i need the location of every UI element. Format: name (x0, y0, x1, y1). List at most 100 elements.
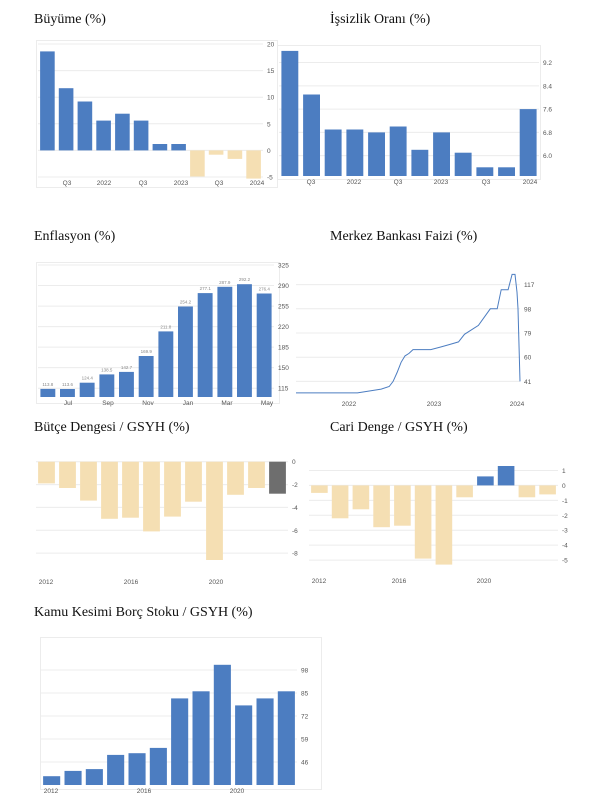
bar-data-label: 113.8 (42, 382, 53, 387)
bar-data-label: 142.7 (121, 365, 133, 370)
bar (248, 461, 265, 488)
y-tick-label: 60 (524, 355, 532, 362)
bar (60, 389, 75, 397)
bar (303, 94, 320, 176)
y-tick-label: 72 (301, 714, 309, 721)
y-tick-label: 150 (278, 365, 289, 372)
x-tick-label: 2016 (392, 578, 407, 585)
bar (192, 691, 210, 785)
x-tick-label: 2022 (342, 401, 357, 408)
bar (269, 461, 286, 494)
y-tick-label: 85 (301, 691, 309, 698)
x-tick-label: 2012 (39, 579, 54, 586)
bar (197, 293, 213, 397)
x-tick-label: 2023 (174, 180, 189, 187)
y-tick-label: -8 (292, 551, 298, 558)
bar (373, 485, 390, 528)
bar-data-label: 169.9 (141, 349, 153, 354)
bar (435, 485, 453, 565)
y-tick-label: -4 (562, 543, 568, 550)
bar (143, 461, 160, 532)
x-tick-label: May (261, 400, 274, 407)
bar (59, 461, 76, 488)
y-tick-label: -4 (292, 505, 298, 512)
x-tick-label: 2012 (44, 788, 59, 795)
bar (138, 356, 154, 397)
bar (158, 331, 174, 397)
bar (99, 374, 115, 397)
bar (394, 485, 411, 526)
x-tick-label: 2024 (523, 179, 538, 186)
bar (77, 101, 93, 151)
bar (217, 286, 233, 397)
chart-title-issizlik: İşsizlik Oranı (%) (330, 12, 431, 27)
bar-data-label: 287.9 (219, 280, 231, 285)
bar (368, 132, 385, 176)
x-tick-label: Sep (102, 400, 114, 407)
y-tick-label: 6.8 (543, 130, 552, 137)
x-tick-label: Jan (183, 400, 194, 407)
y-tick-label: 255 (278, 304, 289, 311)
x-tick-label: Q3 (63, 180, 72, 187)
y-tick-label: -1 (562, 498, 568, 505)
y-tick-label: 1 (562, 468, 566, 475)
bar (352, 485, 370, 510)
chart-title-borc: Kamu Kesimi Borç Stoku / GSYH (%) (34, 605, 253, 620)
x-tick-label: 2020 (230, 788, 245, 795)
bar (414, 485, 432, 559)
bar (227, 150, 243, 159)
bar-data-label: 254.2 (180, 300, 192, 305)
policy-rate-line (296, 273, 521, 394)
budget-balance-chart: 0 -2 -4 -6 -8 2012 2016 2020 (36, 459, 298, 586)
y-tick-label: 0 (267, 148, 271, 155)
bar (40, 51, 55, 151)
y-tick-label: 98 (524, 306, 532, 313)
bar (235, 705, 253, 785)
x-tick-label: Q3 (215, 180, 224, 187)
chart-title-butce: Bütçe Dengesi / GSYH (%) (34, 420, 190, 435)
bar (128, 753, 146, 785)
bar (96, 120, 111, 151)
y-tick-label: 9.2 (543, 60, 552, 67)
x-tick-label: 2022 (97, 180, 112, 187)
chart-title-buyume: Büyüme (%) (34, 12, 106, 27)
y-tick-label: 0 (562, 483, 566, 490)
bar (208, 150, 224, 155)
y-tick-label: -5 (267, 175, 273, 182)
y-tick-label: -3 (562, 528, 568, 535)
bar (454, 152, 472, 176)
bar (324, 129, 342, 176)
bar (164, 461, 181, 517)
bar (206, 461, 223, 560)
x-tick-label: 2022 (347, 179, 362, 186)
bar (38, 461, 55, 484)
x-tick-label: 2020 (209, 579, 224, 586)
x-tick-label: Q3 (394, 179, 403, 186)
x-tick-label: Q3 (482, 179, 491, 186)
chart-title-enflasyon: Enflasyon (%) (34, 229, 116, 244)
bar (433, 132, 450, 176)
bar (64, 770, 82, 785)
bar (115, 113, 130, 151)
y-tick-label: 117 (524, 282, 535, 289)
public-debt-chart: 98 85 72 59 46 2012 2016 2020 (40, 637, 322, 795)
y-tick-label: -2 (562, 513, 568, 520)
y-tick-label: 41 (524, 379, 532, 386)
bar (133, 120, 149, 151)
bar (477, 476, 494, 486)
bar (152, 144, 168, 151)
bar-data-label: 211.8 (160, 324, 171, 329)
x-tick-label: 2023 (434, 179, 449, 186)
current-account-chart: 1 0 -1 -2 -3 -4 -5 2012 2016 2020 (309, 466, 568, 585)
bar (256, 698, 274, 785)
bar (227, 461, 244, 495)
y-tick-label: 8.4 (543, 83, 552, 90)
bar (58, 88, 74, 151)
x-tick-label: 2024 (250, 180, 265, 187)
bar (101, 461, 118, 519)
bar (237, 284, 252, 397)
x-tick-label: 2024 (510, 401, 525, 408)
bar (346, 129, 364, 176)
y-tick-label: 7.6 (543, 107, 552, 114)
bar (497, 466, 515, 486)
